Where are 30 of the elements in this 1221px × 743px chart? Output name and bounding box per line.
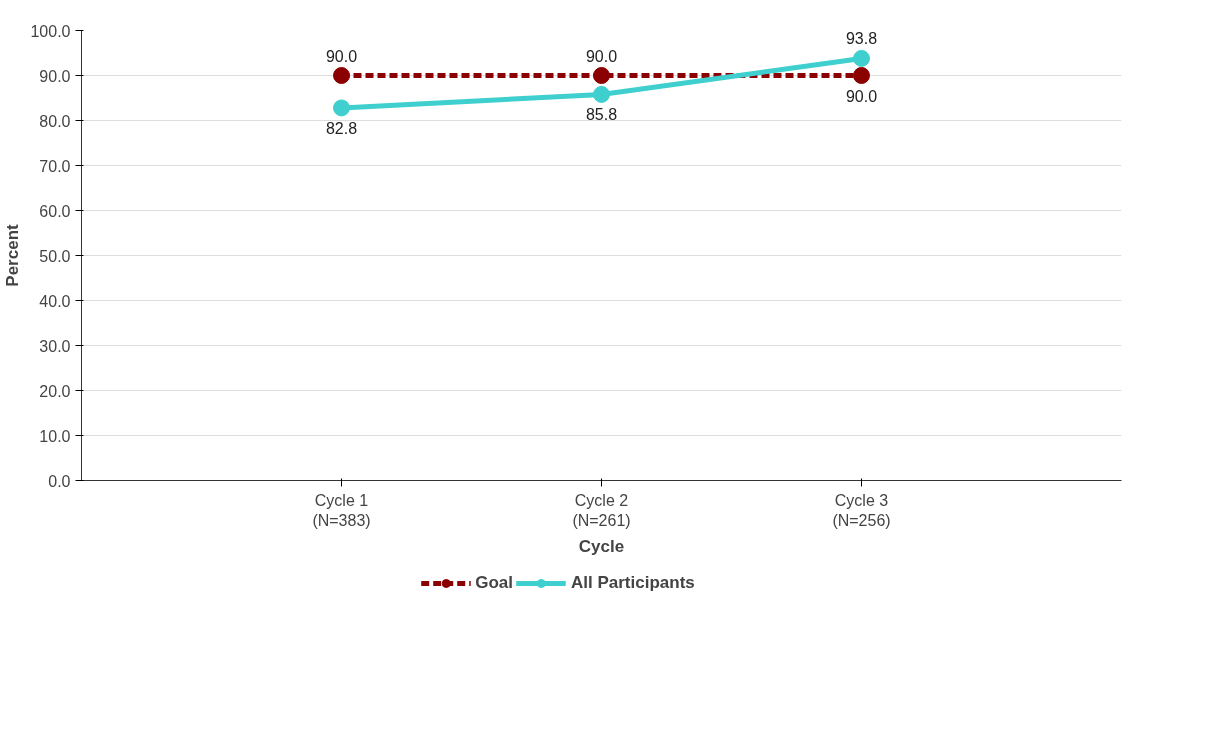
y-tick-label: 40.0 <box>39 292 71 310</box>
y-tick-label: 100.0 <box>30 22 71 40</box>
y-tick-label: 30.0 <box>39 337 71 355</box>
point <box>593 85 610 103</box>
x-tick-label: Cycle 1 (N=383) <box>312 491 371 529</box>
y-tick-label: 60.0 <box>39 202 71 220</box>
legend-label: All Participants <box>571 573 695 593</box>
y-tick-label: 0.0 <box>48 472 71 490</box>
y-tick-label: 50.0 <box>39 247 71 265</box>
y-axis-title: Percent <box>3 223 23 287</box>
point <box>333 99 350 117</box>
point <box>853 67 870 84</box>
legend-label: Goal <box>475 573 514 593</box>
y-tick-label: 80.0 <box>39 112 71 130</box>
x-tick-label: Cycle 2 (N=261) <box>572 491 631 529</box>
point <box>593 67 610 84</box>
x-axis-title: Cycle <box>578 536 625 556</box>
y-tick-label: 10.0 <box>39 427 71 445</box>
point <box>333 67 350 84</box>
data-label: 82.8 <box>325 119 358 137</box>
y-tick-label: 20.0 <box>39 382 71 400</box>
x-tick-label: Cycle 3 (N=256) <box>832 491 891 529</box>
y-tick-label: 70.0 <box>39 157 71 175</box>
data-label: 90.0 <box>325 47 358 65</box>
data-label: 90.0 <box>845 87 878 105</box>
data-label: 93.8 <box>845 30 878 48</box>
point <box>853 49 870 67</box>
y-tick-label: 90.0 <box>39 67 71 85</box>
data-label: 85.8 <box>585 106 618 124</box>
data-label: 90.0 <box>585 47 618 65</box>
